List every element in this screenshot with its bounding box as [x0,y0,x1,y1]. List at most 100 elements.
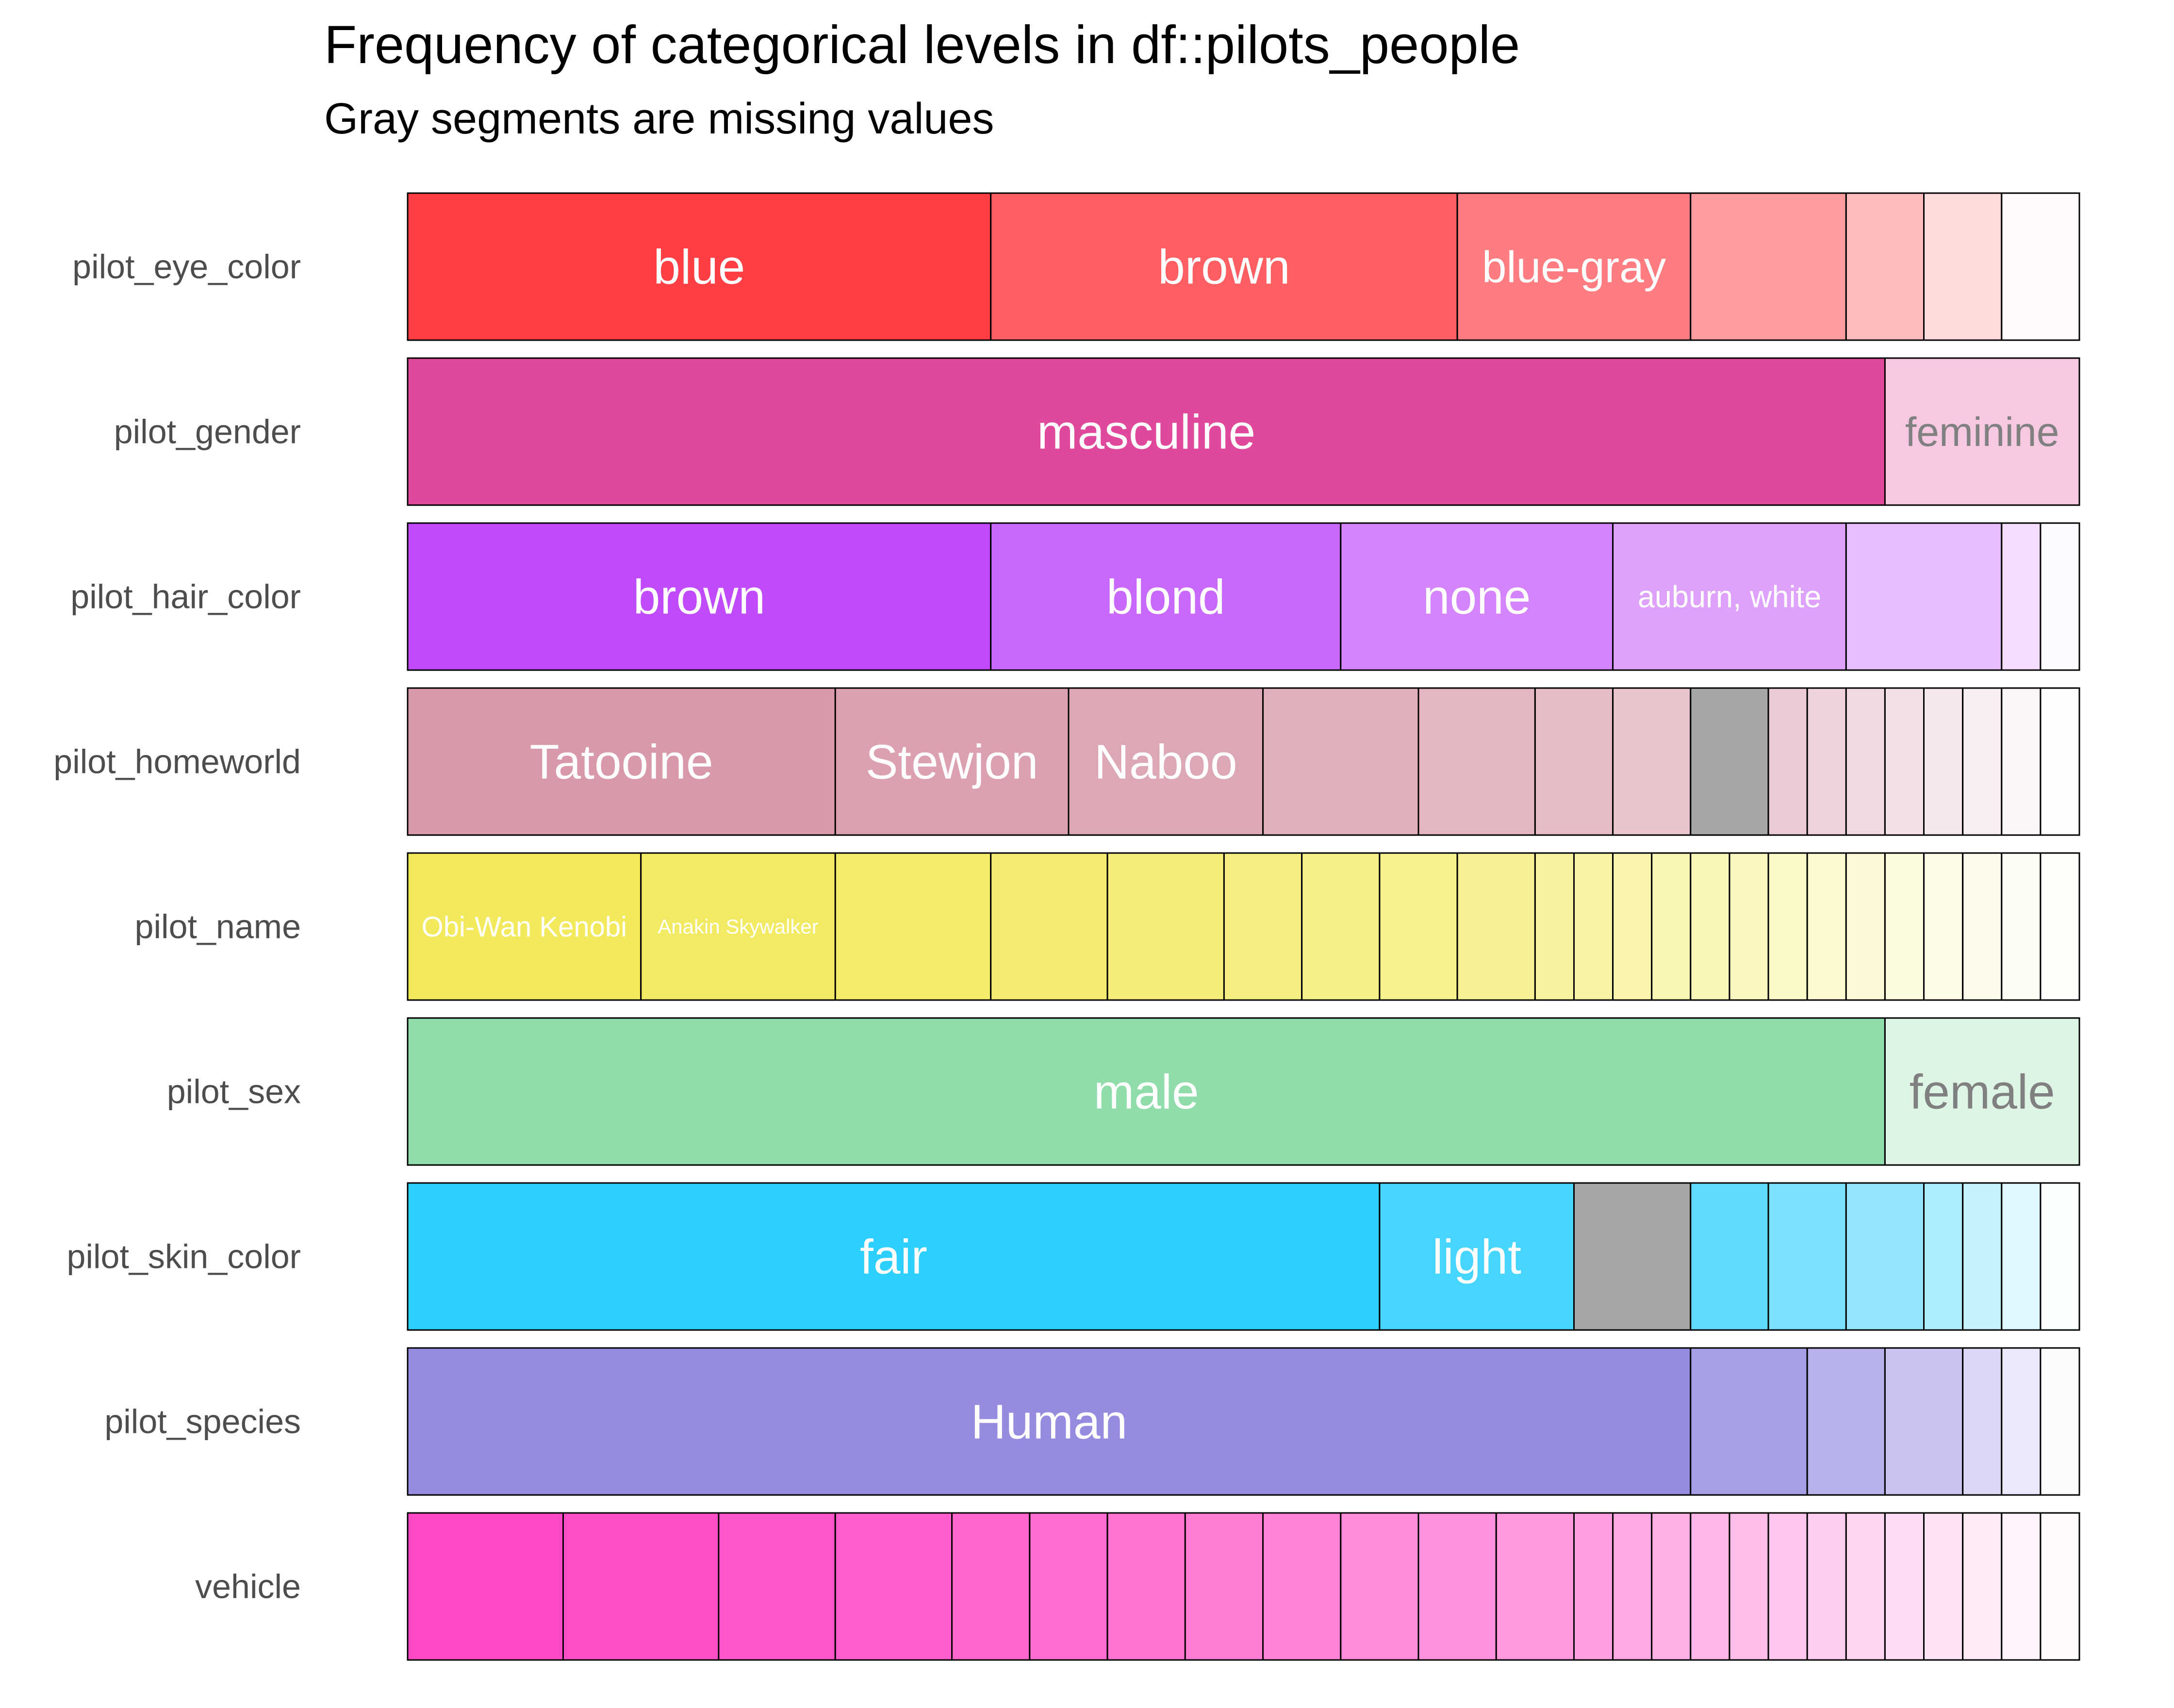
segment-level-4 [1262,687,1419,836]
segment-level-11 [1417,1512,1497,1661]
segment-level-7 [2040,522,2080,671]
segment-level-5 [1845,522,2003,671]
segment-label: Naboo [1094,735,1237,789]
segment-level-5 [1845,192,1925,341]
segment-blue [407,192,992,341]
segment-level-9 [2001,1182,2042,1331]
segment-level-15 [1651,1512,1692,1661]
row-label: pilot_eye_color [72,248,301,286]
row-label: vehicle [195,1568,301,1606]
segment-level-10 [1806,687,1847,836]
segment-level-5 [1417,687,1536,836]
segment-level-19 [1806,1512,1847,1661]
segment-level-7 [1106,1512,1186,1661]
segment-label: light [1432,1230,1521,1284]
segment-anakin-skywalker [640,852,836,1001]
segment-level-1 [407,1512,564,1661]
row-pilot-sex: pilot_sex male female [167,1017,2080,1166]
segment-label: brown [633,570,765,624]
segment-label: fair [860,1230,927,1284]
segment-level-9 [1456,852,1536,1001]
row-label: pilot_sex [167,1073,301,1111]
segment-level-7 [2001,192,2080,341]
segment-fair [407,1182,1381,1331]
segment-level-7 [2040,1347,2080,1496]
segment-level-9 [1262,1512,1342,1661]
segment-level-8 [1379,852,1458,1001]
segment-obi-wan-kenobi [407,852,642,1001]
segment-level-20 [1845,1512,1886,1661]
segment-level-4 [1690,192,1847,341]
segment-level-2 [562,1512,720,1661]
segment-level-10 [2040,1182,2080,1331]
segment-level-23 [2040,852,2080,1001]
segment-level-5 [1767,1182,1847,1331]
segment-level-9 [1767,687,1808,836]
row-label: pilot_gender [114,413,301,451]
segment-level-3 [834,852,992,1001]
segment-tatooine [407,687,836,836]
segment-level-7 [1612,687,1692,836]
row-pilot-species: pilot_species Human [104,1347,2080,1496]
row-label: pilot_hair_color [70,578,301,616]
segment-level-18 [1845,852,1886,1001]
segment-level-4 [1690,1182,1769,1331]
segment-level-22 [1923,1512,1964,1661]
row-pilot-gender: pilot_gender masculine feminine [114,357,2080,506]
segment-level-4 [1884,1347,1964,1496]
segment-level-21 [1962,852,2003,1001]
segment-label: Tatooine [530,735,713,789]
segment-label: blond [1106,570,1225,624]
segment-level-6 [1534,687,1614,836]
segment-level-6 [1223,852,1303,1001]
segment-label: masculine [1037,405,1255,460]
segment-label: Obi-Wan Kenobi [422,911,627,943]
row-label: pilot_name [135,908,301,946]
segment-auburn-white [1612,522,1847,671]
segment-label: female [1910,1065,2055,1119]
row-label: pilot_homeworld [53,743,301,781]
segment-level-13 [1651,852,1692,1001]
segment-masculine [407,357,1886,506]
rows-layer: pilot_eye_color blue brown blue-gray pilot_g… [53,192,2080,1661]
segment-level-14 [1690,852,1730,1001]
segment-label: Anakin Skywalker [658,915,818,938]
segment-level-6 [1923,192,2003,341]
segment-level-24 [2001,1512,2042,1661]
segment-label: Human [971,1395,1127,1449]
segment-level-20 [1923,852,1964,1001]
row-pilot-name: pilot_name Obi-Wan Kenobi Anakin Skywalker [135,852,2080,1001]
segment-male [407,1017,1886,1166]
segment-label: none [1423,570,1531,624]
segment-level-12 [1495,1512,1575,1661]
segment-level-5 [1106,852,1225,1001]
segment-level-10 [1340,1512,1419,1661]
segment-level-2 [1690,1347,1808,1496]
row-pilot-hair-color: pilot_hair_color brown blond none auburn, wh… [70,522,2080,671]
segment-brown [990,192,1458,341]
segment-level-5 [1962,1347,2003,1496]
segment-level-16 [2040,687,2080,836]
segment-human [407,1347,1692,1496]
segment-level-18 [1767,1512,1808,1661]
segment-level-6 [2001,522,2042,671]
row-pilot-skin-color: pilot_skin_color fair light [67,1182,2080,1331]
segment-level-3 [718,1512,836,1661]
segment-label: male [1094,1065,1199,1119]
segment-female [1884,1017,2080,1166]
missing-segment [1573,1182,1692,1331]
segment-level-19 [1884,852,1925,1001]
chart-title: Frequency of categorical levels in df::p… [324,15,1520,75]
row-label: pilot_species [104,1403,301,1441]
segment-level-11 [1573,852,1614,1001]
segment-level-3 [1806,1347,1886,1496]
segment-level-13 [1573,1512,1614,1661]
segment-brown [407,522,992,671]
row-pilot-eye-color: pilot_eye_color blue brown blue-gray [72,192,2080,341]
segment-level-8 [1962,1182,2003,1331]
segment-level-4 [834,1512,953,1661]
segment-level-7 [1923,1182,1964,1331]
segment-level-17 [1729,1512,1769,1661]
segment-level-8 [1184,1512,1264,1661]
